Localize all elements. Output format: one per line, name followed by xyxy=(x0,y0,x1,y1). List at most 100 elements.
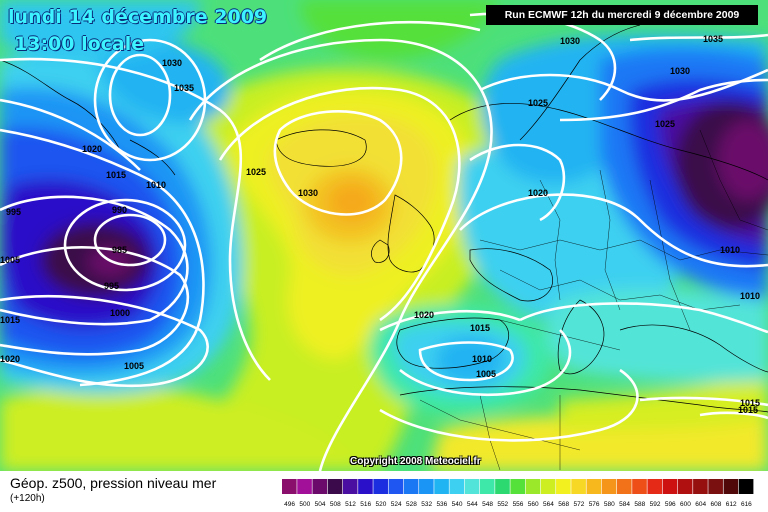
isobar-label: 995 xyxy=(6,207,21,217)
isobar-label: 1010 xyxy=(720,245,740,255)
scale-swatch xyxy=(327,479,343,494)
isobar-label: 1030 xyxy=(560,36,580,46)
scale-level-label: 600 xyxy=(680,501,691,508)
isobar-label: 1010 xyxy=(146,180,166,190)
scale-swatch xyxy=(632,479,647,494)
scale-swatch xyxy=(540,479,556,494)
isobar-label: 1005 xyxy=(0,255,20,265)
isobar-label: 990 xyxy=(112,205,127,215)
scale-swatch xyxy=(358,479,373,494)
isobar-label: 1025 xyxy=(528,98,548,108)
scale-level-label: 572 xyxy=(573,501,584,508)
copyright-notice: Copyright 2008 Meteociel.fr xyxy=(350,456,481,467)
scale-level-label: 616 xyxy=(741,501,752,508)
isobar-label: 1015 xyxy=(738,405,758,415)
scale-swatch xyxy=(312,479,328,494)
isobar-label: 1030 xyxy=(670,66,690,76)
scale-level-label: 608 xyxy=(711,501,722,508)
scale-level-label: 532 xyxy=(421,501,432,508)
scale-swatch xyxy=(373,479,388,494)
isobar-label: 1005 xyxy=(476,369,496,379)
scale-level-label: 584 xyxy=(619,501,630,508)
scale-level-label: 536 xyxy=(436,501,447,508)
isobar-label: 1015 xyxy=(0,315,20,325)
scale-swatch xyxy=(342,479,358,494)
forecast-range: (+120h) xyxy=(10,493,45,504)
scale-level-label: 612 xyxy=(726,501,737,508)
scale-swatch xyxy=(556,479,571,494)
scale-level-label: 564 xyxy=(543,501,554,508)
isobars xyxy=(0,12,768,471)
isobar-label: 1015 xyxy=(740,398,760,408)
scale-swatch xyxy=(693,479,708,494)
scale-level-label: 496 xyxy=(284,501,295,508)
scale-swatch xyxy=(601,479,617,494)
isobar-label: 1035 xyxy=(174,83,194,93)
scale-swatch xyxy=(662,479,678,494)
scale-swatch xyxy=(479,479,495,494)
forecast-date: lundi 14 décembre 2009 xyxy=(8,6,268,28)
isobar-label: 1010 xyxy=(740,291,760,301)
color-scale: 496 500 504 508 512 516 520 524 528 532 536 540 544 5… xyxy=(282,479,754,508)
scale-level-label: 512 xyxy=(345,501,356,508)
isobar-label: 1005 xyxy=(124,361,144,371)
scale-level-label: 528 xyxy=(406,501,417,508)
scale-swatch xyxy=(434,479,449,494)
scale-level-label: 552 xyxy=(497,501,508,508)
isobar-label: 1010 xyxy=(472,354,492,364)
scale-level-label: 500 xyxy=(299,501,310,508)
scale-level-label: 548 xyxy=(482,501,493,508)
isobar-label: 1025 xyxy=(246,167,266,177)
isobar-label: 985 xyxy=(112,245,127,255)
scale-level-label: 544 xyxy=(467,501,478,508)
scale-level-label: 520 xyxy=(376,501,387,508)
scale-swatch xyxy=(723,479,739,494)
scale-level-label: 588 xyxy=(634,501,645,508)
scale-swatch xyxy=(708,479,723,494)
scale-swatch xyxy=(647,479,663,494)
scale-swatch xyxy=(297,479,312,494)
scale-swatch xyxy=(495,479,510,494)
model-run-info: Run ECMWF 12h du mercredi 9 décembre 200… xyxy=(486,5,758,25)
scale-swatch xyxy=(419,479,434,494)
legend-title: Géop. z500, pression niveau mer xyxy=(10,475,217,491)
scale-level-label: 524 xyxy=(391,501,402,508)
scale-level-label: 592 xyxy=(650,501,661,508)
scale-level-label: 556 xyxy=(513,501,524,508)
isobar-label: 1020 xyxy=(0,354,20,364)
scale-level-label: 560 xyxy=(528,501,539,508)
scale-level-label: 580 xyxy=(604,501,615,508)
scale-level-label: 596 xyxy=(665,501,676,508)
isobar-label: 1000 xyxy=(110,308,130,318)
isobar-label: 995 xyxy=(104,281,119,291)
scale-level-label: 504 xyxy=(315,501,326,508)
scale-swatch xyxy=(282,479,297,494)
scale-swatch xyxy=(677,479,693,494)
scale-level-label: 508 xyxy=(330,501,341,508)
scale-swatch xyxy=(738,479,754,494)
z500-map: 1030 1035 1020 1015 1010 995 990 985 995… xyxy=(0,0,768,471)
coastlines xyxy=(0,24,768,413)
isobar-label: 1015 xyxy=(106,170,126,180)
geopotential-field xyxy=(0,0,768,471)
scale-swatch xyxy=(510,479,526,494)
scale-level-label: 516 xyxy=(360,501,371,508)
scale-level-label: 540 xyxy=(452,501,463,508)
isobar-label: 1020 xyxy=(414,310,434,320)
isobar-label: 1035 xyxy=(703,34,723,44)
isobar-label: 1030 xyxy=(162,58,182,68)
isobar-label: 1020 xyxy=(528,188,548,198)
scale-swatch xyxy=(586,479,602,494)
isobar-label: 1025 xyxy=(655,119,675,129)
isobar-label: 1015 xyxy=(470,323,490,333)
scale-level-label: 576 xyxy=(589,501,600,508)
legend-bar: Géop. z500, pression niveau mer (+120h) … xyxy=(0,471,768,512)
scale-swatch xyxy=(388,479,404,494)
scale-swatch xyxy=(449,479,465,494)
scale-swatch xyxy=(525,479,541,494)
forecast-time: 13:00 locale xyxy=(14,33,145,55)
isobar-label: 1020 xyxy=(82,144,102,154)
isobar-label: 1030 xyxy=(298,188,318,198)
scale-level-label: 568 xyxy=(558,501,569,508)
